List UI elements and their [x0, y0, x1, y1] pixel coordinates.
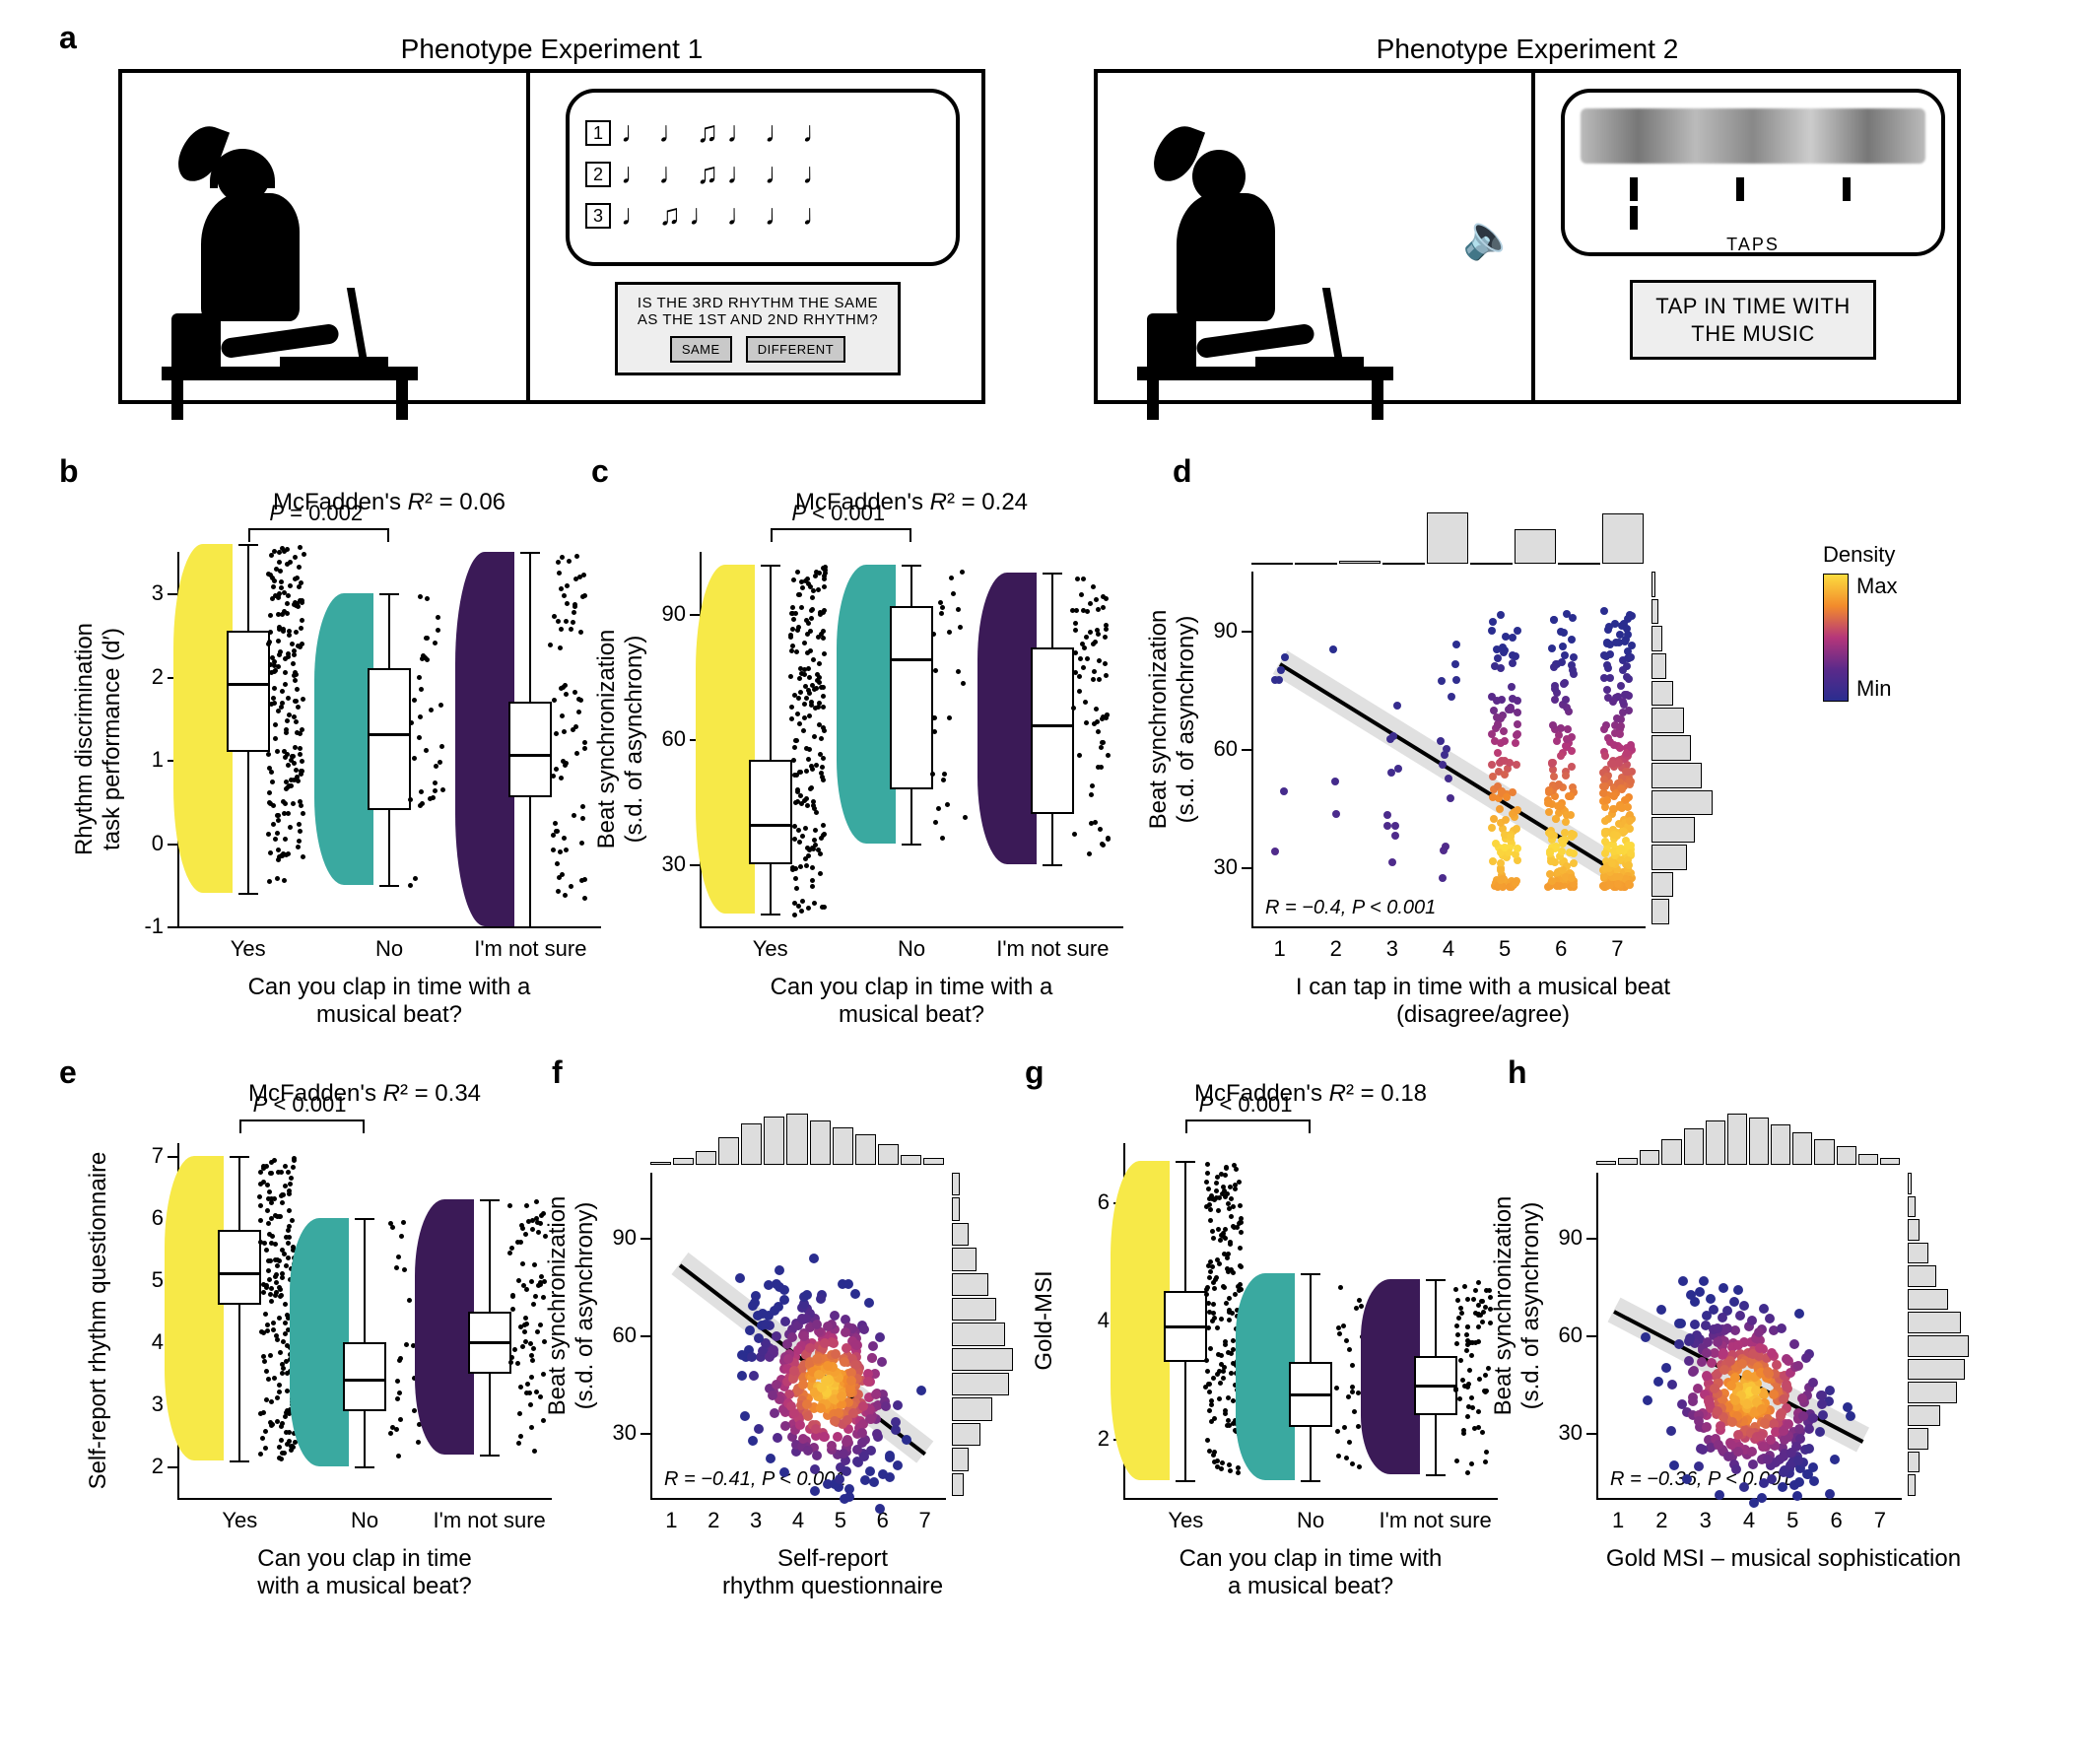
boxplot	[218, 1230, 261, 1305]
violin	[165, 1156, 224, 1460]
figure-root: a Phenotype Experiment 1 1♩ ♩ ♫ ♩ ♩ ♩ 2♩…	[59, 20, 2030, 1734]
scatter-plot-f: 30 60 901234567Beat synchronization(s.d.…	[650, 1114, 1015, 1498]
boxplot	[1164, 1291, 1207, 1362]
participant-silhouette	[162, 124, 418, 380]
laptop-icon-2	[1255, 357, 1364, 367]
screen-1-question: IS THE 3RD RHYTHM THE SAME AS THE 1ST AN…	[632, 295, 884, 328]
boxplot	[890, 606, 933, 789]
violin	[290, 1218, 349, 1467]
violin	[977, 573, 1037, 864]
violin	[415, 1199, 474, 1455]
experiment-2-title: Phenotype Experiment 2	[1098, 34, 1957, 65]
raincloud-plot-c: 30 60 90McFadden's R² = 0.24 Beat synchr…	[700, 552, 1123, 926]
panel-label-f: f	[552, 1054, 563, 1091]
violin	[173, 544, 233, 894]
panel-label-b: b	[59, 453, 79, 490]
same-button: SAME	[670, 336, 732, 363]
waveform-icon	[1581, 108, 1925, 164]
density-gradient-icon	[1823, 574, 1849, 702]
panel-a-divider-2	[1531, 73, 1535, 400]
waveform-bubble: TAPS	[1561, 89, 1945, 256]
rhythm-notation-bubble: 1♩ ♩ ♫ ♩ ♩ ♩ 2♩ ♩ ♫ ♩ ♩ ♩ 3♩ ♫ ♩ ♩ ♩ ♩	[566, 89, 960, 266]
violin	[1361, 1279, 1420, 1474]
violin	[455, 552, 514, 926]
violin	[314, 593, 373, 885]
laptop-icon	[280, 357, 388, 367]
speaker-icon: 🔈	[1462, 211, 1516, 262]
violin	[837, 565, 896, 844]
rhythm-row-1-num: 1	[585, 120, 611, 146]
participant-silhouette-2	[1137, 124, 1393, 380]
different-button: DIFFERENT	[746, 336, 845, 363]
boxplot	[1414, 1356, 1457, 1415]
boxplot	[468, 1312, 511, 1374]
violin	[1111, 1161, 1170, 1480]
boxplot	[227, 631, 270, 751]
panel-label-g: g	[1025, 1054, 1044, 1091]
panel-label-a: a	[59, 20, 77, 56]
panel-a-divider-1	[526, 73, 530, 400]
screen-2-text: TAP IN TIME WITH THE MUSIC	[1647, 293, 1859, 347]
taps-label: TAPS	[1581, 235, 1925, 255]
scatter-plot-d: 30 60 901234567Beat synchronization(s.d.…	[1251, 512, 1715, 926]
boxplot	[508, 702, 552, 797]
boxplot	[749, 760, 792, 864]
rhythm-row-2-num: 2	[585, 162, 611, 187]
raincloud-plot-e: 2 3 4 5 6 7McFadden's R² = 0.34 Self-rep…	[177, 1143, 552, 1498]
boxplot	[1289, 1362, 1332, 1427]
density-max-label: Max	[1856, 574, 1898, 599]
experiment-2-box: Phenotype Experiment 2 🔈 TAPS TAP IN TIM…	[1094, 69, 1961, 404]
density-legend: Density Max Min	[1823, 542, 1898, 702]
violin	[1236, 1273, 1295, 1480]
experiment-1-box: Phenotype Experiment 1 1♩ ♩ ♫ ♩ ♩ ♩ 2♩ ♩…	[118, 69, 985, 404]
experiment-2-screen: TAP IN TIME WITH THE MUSIC	[1630, 280, 1876, 360]
density-legend-title: Density	[1823, 542, 1898, 568]
boxplot	[1031, 647, 1074, 814]
density-min-label: Min	[1856, 676, 1898, 702]
scatter-plot-h: 30 60 901234567Beat synchronization(s.d.…	[1596, 1114, 1971, 1498]
experiment-1-screen: IS THE 3RD RHYTHM THE SAME AS THE 1ST AN…	[615, 282, 901, 375]
experiment-1-title: Phenotype Experiment 1	[122, 34, 981, 65]
violin	[696, 565, 755, 915]
panel-label-h: h	[1508, 1054, 1527, 1091]
boxplot	[343, 1342, 386, 1410]
panel-label-d: d	[1173, 453, 1192, 490]
boxplot	[368, 668, 411, 810]
raincloud-plot-b: -1 0 1 2 3McFadden's R² = 0.06 Rhythm di…	[177, 552, 601, 926]
raincloud-plot-g: 2 4 6McFadden's R² = 0.18 Gold-MSI Can y…	[1123, 1143, 1498, 1498]
panel-label-e: e	[59, 1054, 77, 1091]
rhythm-row-3-num: 3	[585, 203, 611, 229]
panel-label-c: c	[591, 453, 609, 490]
